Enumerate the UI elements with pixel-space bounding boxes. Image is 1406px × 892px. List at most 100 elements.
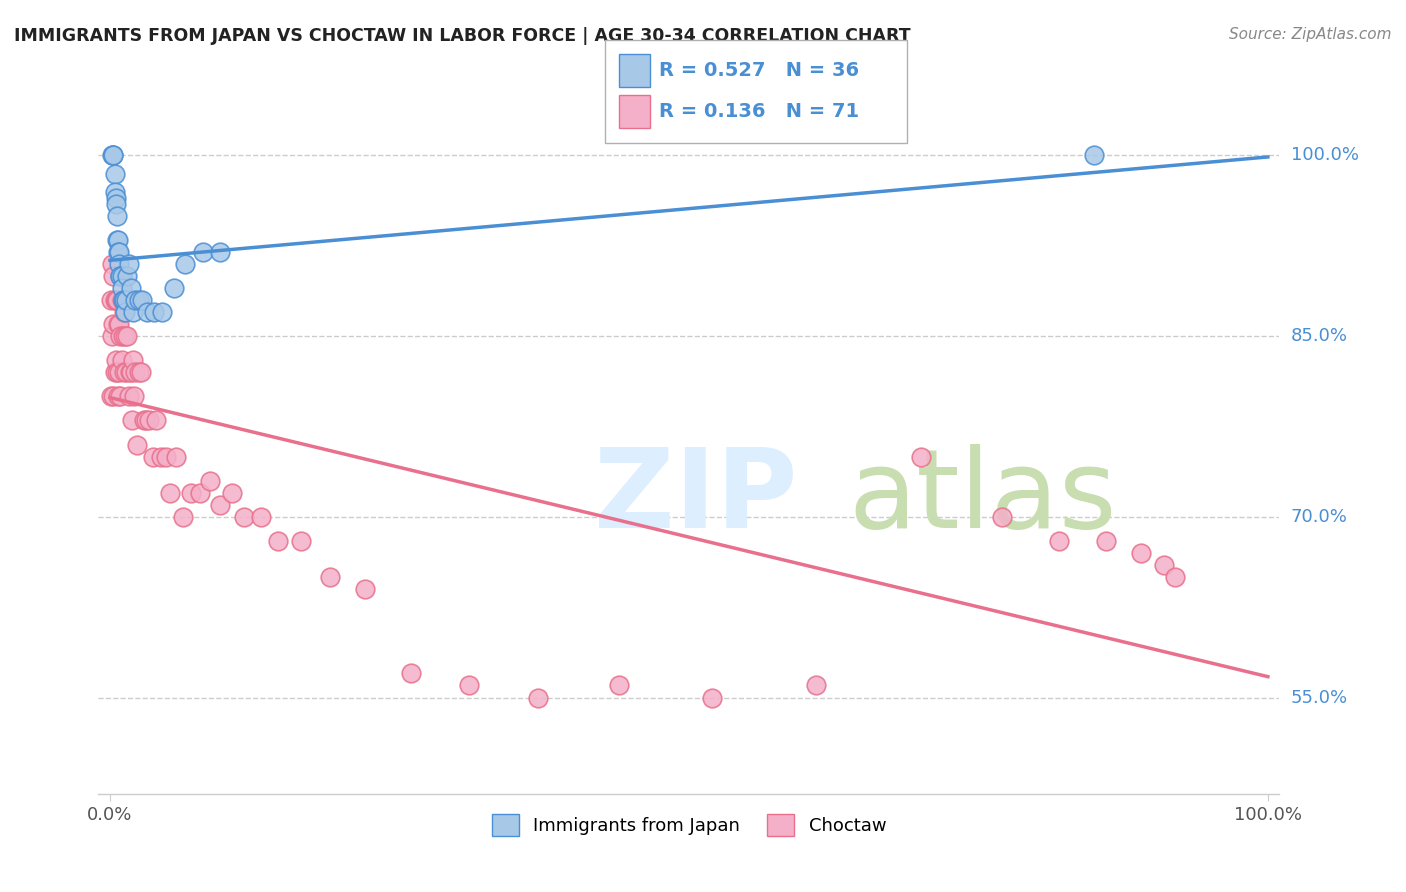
Point — [104, 167, 127, 181]
Point — [107, 244, 129, 259]
Text: 100.0%: 100.0% — [1291, 146, 1358, 164]
Point — [101, 329, 124, 343]
Text: Source: ZipAtlas.com: Source: ZipAtlas.com — [1229, 27, 1392, 42]
Point — [104, 185, 127, 199]
Point — [180, 485, 202, 500]
Point — [114, 329, 136, 343]
Text: 55.0%: 55.0% — [1291, 689, 1348, 706]
Point — [104, 191, 127, 205]
Point — [108, 257, 131, 271]
Point — [103, 148, 125, 162]
Point — [114, 305, 136, 319]
Point — [198, 474, 221, 488]
Point — [124, 293, 146, 307]
Point — [990, 509, 1012, 524]
Point — [110, 268, 132, 283]
Point — [105, 233, 128, 247]
Point — [122, 305, 145, 319]
Point — [1164, 570, 1187, 584]
Point — [143, 305, 166, 319]
Point — [124, 365, 146, 379]
Text: R = 0.527   N = 36: R = 0.527 N = 36 — [659, 62, 859, 80]
Point — [117, 268, 139, 283]
Point — [108, 244, 131, 259]
Point — [700, 690, 723, 705]
Point — [105, 365, 128, 379]
Text: ZIP: ZIP — [595, 444, 797, 551]
Point — [111, 329, 134, 343]
Point — [120, 281, 142, 295]
Point — [1129, 546, 1152, 560]
Point — [172, 509, 194, 524]
Point — [122, 353, 145, 368]
Text: 85.0%: 85.0% — [1291, 327, 1347, 345]
Point — [163, 281, 186, 295]
Point — [165, 450, 187, 464]
Legend: Immigrants from Japan, Choctaw: Immigrants from Japan, Choctaw — [482, 805, 896, 845]
Point — [191, 244, 214, 259]
Point — [806, 678, 828, 692]
Point — [104, 293, 127, 307]
Point — [117, 389, 139, 403]
Text: atlas: atlas — [848, 444, 1116, 551]
Point — [108, 317, 131, 331]
Point — [104, 365, 127, 379]
Point — [145, 413, 167, 427]
Point — [101, 257, 124, 271]
Text: IMMIGRANTS FROM JAPAN VS CHOCTAW IN LABOR FORCE | AGE 30-34 CORRELATION CHART: IMMIGRANTS FROM JAPAN VS CHOCTAW IN LABO… — [14, 27, 911, 45]
Point — [110, 353, 132, 368]
Point — [101, 148, 124, 162]
Point — [128, 365, 150, 379]
Point — [129, 365, 152, 379]
Point — [249, 509, 271, 524]
Point — [527, 690, 550, 705]
Point — [112, 305, 135, 319]
Point — [174, 257, 197, 271]
Point — [117, 257, 139, 271]
Point — [112, 293, 135, 307]
Point — [100, 293, 122, 307]
Point — [1083, 148, 1105, 162]
Point — [159, 485, 181, 500]
Point — [121, 413, 143, 427]
Point — [103, 317, 125, 331]
Point — [131, 293, 153, 307]
Point — [128, 293, 150, 307]
Point — [138, 413, 160, 427]
Point — [1153, 558, 1175, 572]
Point — [132, 413, 155, 427]
Point — [267, 533, 290, 548]
Point — [399, 666, 422, 681]
Point — [104, 353, 127, 368]
Point — [150, 305, 173, 319]
Point — [108, 365, 131, 379]
Point — [120, 365, 142, 379]
Point — [290, 533, 312, 548]
Point — [105, 293, 128, 307]
Point — [1094, 533, 1116, 548]
Point — [118, 365, 141, 379]
Point — [104, 293, 127, 307]
Point — [110, 329, 132, 343]
Point — [112, 365, 135, 379]
Point — [110, 268, 132, 283]
Point — [458, 678, 481, 692]
Point — [110, 293, 132, 307]
Point — [105, 209, 128, 223]
Point — [136, 305, 159, 319]
Point — [100, 389, 122, 403]
Text: 70.0%: 70.0% — [1291, 508, 1347, 525]
Point — [609, 678, 631, 692]
Point — [233, 509, 256, 524]
Point — [208, 498, 231, 512]
Point — [188, 485, 211, 500]
Point — [103, 268, 125, 283]
Point — [107, 389, 129, 403]
Point — [208, 244, 231, 259]
Point — [107, 233, 129, 247]
Point — [110, 389, 132, 403]
Point — [135, 413, 157, 427]
Point — [319, 570, 342, 584]
Point — [110, 268, 132, 283]
Point — [117, 329, 139, 343]
